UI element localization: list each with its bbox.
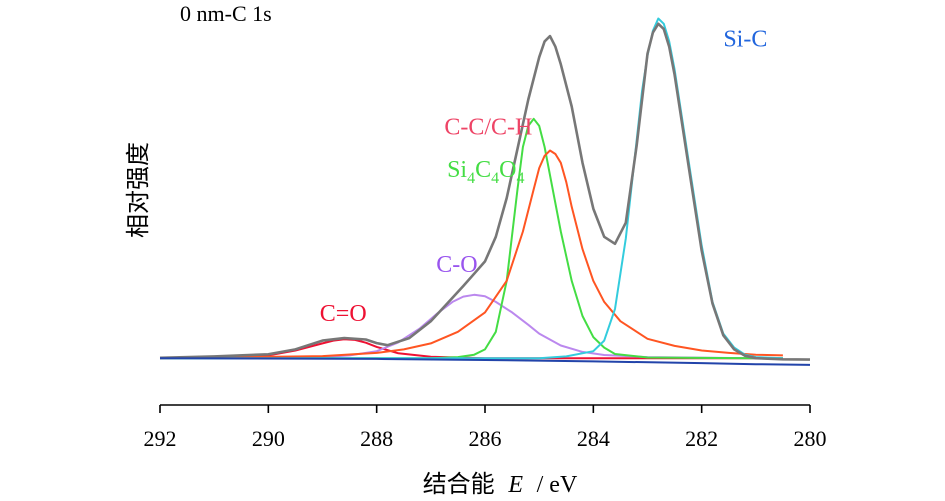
- x-axis-title: 结合能 E / eV: [423, 470, 578, 498]
- x-axis-title-symbol: E: [507, 472, 523, 498]
- annotation-element: O: [499, 157, 516, 183]
- series-envelope-line: [159, 22, 811, 361]
- series-c-o-line: [159, 293, 783, 360]
- series-c-c-c-h-line: [159, 149, 783, 360]
- annotation-c-o: C=O: [320, 301, 367, 327]
- x-tick-label: 280: [794, 426, 827, 451]
- series-si4c4o4-line: [160, 117, 783, 360]
- x-tick-label: 282: [685, 426, 718, 451]
- x-tick-label: 290: [252, 426, 285, 451]
- annotation-c-o: C-O: [436, 252, 477, 278]
- series-si-c-line: [160, 17, 783, 360]
- x-tick-label: 284: [577, 426, 610, 451]
- y-axis-title: 相对强度: [124, 142, 152, 238]
- x-tick-label: 292: [144, 426, 177, 451]
- annotation-subscript: 4: [516, 170, 524, 187]
- x-ticks: 292 290 288 286 284 282 280: [144, 405, 827, 451]
- series-background-line: [159, 357, 811, 366]
- annotation-element: Si: [447, 157, 467, 183]
- x-axis-title-unit: / eV: [537, 472, 578, 498]
- annotation-si-c: Si-C: [723, 27, 767, 53]
- annotation-element: C: [475, 157, 491, 183]
- annotation-subscript: 4: [467, 170, 475, 187]
- x-tick-label: 286: [469, 426, 502, 451]
- x-axis-title-text: 结合能: [423, 470, 495, 498]
- series-layer: [159, 17, 811, 366]
- annotation-c-c-c-h: C-C/C-H: [444, 115, 532, 141]
- annotation-si4c4o4: Si4C4O4: [447, 157, 524, 187]
- annotation-subscript: 4: [491, 170, 499, 187]
- chart-title: 0 nm-C 1s: [180, 1, 272, 26]
- x-tick-label: 288: [360, 426, 393, 451]
